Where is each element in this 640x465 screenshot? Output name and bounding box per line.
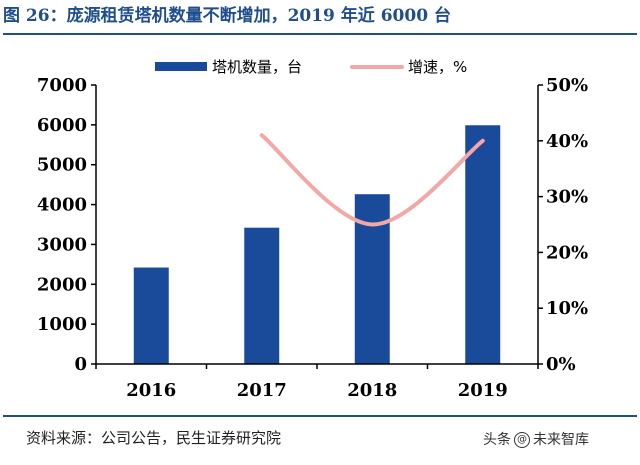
growth-rate-line (259, 133, 485, 227)
footer-divider (3, 415, 637, 417)
y-right-tick-label: 0% (546, 354, 576, 375)
y-left-tick-label: 7000 (37, 75, 87, 96)
y-right-tick-label: 10% (546, 298, 588, 319)
combo-chart: 塔机数量，台 增速，% 0 1000 2000 3000 4000 5000 6000 700… (37, 58, 588, 401)
source-note: 资料来源：公司公告，民生证券研究院 (26, 429, 282, 447)
legend-bar-label: 塔机数量，台 (212, 58, 302, 76)
y-left-tick-label: 3000 (37, 234, 87, 255)
y-right-tick-label: 50% (546, 75, 588, 96)
y-right-tick-label: 20% (546, 242, 588, 263)
watermark-prefix: 头条 (483, 432, 511, 448)
y-left-tick-label: 0 (74, 354, 87, 375)
legend-bar-swatch (155, 62, 207, 71)
x-tick-label-2019: 2019 (458, 380, 508, 401)
legend-line-label: 增速，% (408, 58, 467, 76)
y-left-tick-label: 5000 (37, 155, 87, 176)
y-left-tick-label: 6000 (37, 115, 87, 136)
bar-2017 (244, 227, 280, 364)
line-series (259, 133, 485, 227)
axes: 0 1000 2000 3000 4000 5000 6000 7000 0% 10% 20% 30%… (37, 75, 588, 401)
y-right-tick-label: 40% (546, 131, 588, 152)
y-left-tick-label: 4000 (37, 195, 87, 216)
bar-2018 (354, 194, 390, 364)
watermark-name: 未来智库 (533, 432, 589, 448)
y-right-tick-label: 30% (546, 187, 588, 208)
y-left-tick-label: 2000 (37, 274, 87, 295)
watermark: 头条 @ 未来智库 (483, 428, 589, 452)
x-tick-label-2017: 2017 (237, 380, 287, 401)
legend: 塔机数量，台 增速，% (155, 58, 467, 76)
x-tick-label-2018: 2018 (347, 380, 397, 401)
bar-2019 (465, 125, 501, 365)
title-divider (3, 33, 637, 35)
bar-series (133, 125, 501, 365)
at-icon: @ (514, 432, 530, 448)
x-tick-label-2016: 2016 (126, 380, 176, 401)
y-left-tick-label: 1000 (37, 314, 87, 335)
chart-title: 图 26：庞源租赁塔机数量不断增加，2019 年近 6000 台 (3, 6, 451, 26)
bar-2016 (133, 267, 169, 364)
